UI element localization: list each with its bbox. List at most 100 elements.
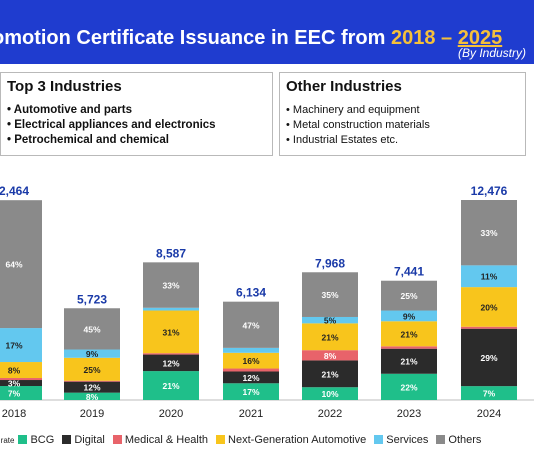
other-industry-item: Industrial Estates etc.	[286, 133, 430, 148]
bar-segment	[223, 371, 279, 384]
bar-segment	[223, 352, 279, 369]
legend-label: BCG	[30, 434, 55, 447]
x-tick-label: 2020	[159, 408, 183, 420]
legend-swatch	[112, 435, 122, 445]
total-label: 8,587	[156, 246, 186, 260]
total-label: 7,968	[315, 256, 345, 270]
legend-swatch	[18, 435, 28, 445]
top-industry-item: Electrical appliances and electronics	[7, 118, 215, 133]
legend-item: Others	[436, 434, 481, 446]
bar-segment	[0, 200, 42, 329]
legend-swatch	[374, 435, 384, 445]
bar-segment	[381, 373, 437, 400]
legend-item: Services	[374, 434, 428, 446]
legend-item: Digital	[62, 434, 105, 446]
legend-swatch	[216, 435, 226, 445]
segment-label: 21%	[162, 381, 179, 391]
top-industry-item: Petrochemical and chemical	[7, 133, 216, 148]
stacked-bar-chart: 7%3%8%17%64%2,46420188%12%25%9%45%5,7232…	[0, 184, 534, 420]
bar-segment	[381, 280, 437, 311]
segment-label: 8%	[8, 366, 21, 376]
bar-segment	[302, 387, 358, 400]
segment-label: 29%	[480, 353, 497, 363]
title-banner: omotion Certificate Issuance in EEC from…	[0, 0, 534, 64]
bar-segment	[64, 392, 120, 400]
segment-label: 22%	[400, 382, 417, 392]
segment-label: 12%	[242, 373, 259, 383]
top-industries-box: Top 3 Industries Automotive and parts El…	[0, 72, 273, 156]
bar-segment	[461, 200, 517, 266]
segment-label: 20%	[480, 302, 497, 312]
title-year-start: 2018	[390, 27, 436, 49]
segment-label: 33%	[162, 281, 179, 291]
legend-label: Services	[386, 434, 429, 447]
segment-label: 3%	[8, 379, 21, 389]
bar-segment	[0, 362, 42, 379]
other-industries-list: Machinery and equipment Metal constructi…	[286, 103, 430, 148]
total-label: 12,476	[471, 184, 508, 198]
bar-segment	[64, 380, 120, 382]
segment-label: 17%	[5, 341, 22, 351]
segment-label: 21%	[400, 329, 417, 339]
segment-label: 8%	[86, 392, 99, 402]
segment-label: 12%	[162, 358, 179, 368]
x-tick-label: 2024	[477, 408, 501, 420]
bar-segment	[143, 307, 199, 311]
chart-subtitle: (By Industry)	[457, 46, 526, 60]
bar-segment	[302, 360, 358, 388]
legend-prefix: e rate	[0, 435, 15, 445]
legend-swatch	[62, 435, 72, 445]
bar-segment	[143, 310, 199, 354]
segment-label: 17%	[242, 387, 259, 397]
legend-item: BCG	[18, 434, 54, 446]
bar-segment	[64, 381, 120, 393]
bar-segment	[143, 371, 199, 400]
bar-segment	[461, 386, 517, 400]
x-tick-label: 2022	[318, 408, 342, 420]
total-label: 6,134	[236, 286, 266, 300]
segment-label: 16%	[242, 356, 259, 366]
segment-label: 47%	[242, 320, 259, 330]
segment-label: 9%	[403, 311, 416, 321]
legend-item: Medical & Health	[112, 434, 209, 447]
other-industry-item: Metal construction materials	[286, 118, 430, 133]
chart-title: omotion Certificate Issuance in EEC from…	[0, 27, 502, 50]
segment-label: 7%	[8, 389, 21, 399]
legend-item: Next-Generation Automotive	[216, 434, 366, 446]
title-dash: –	[435, 27, 458, 49]
bar-segment	[64, 357, 120, 381]
bar-segment	[302, 323, 358, 351]
bar-segment	[0, 386, 42, 400]
segment-label: 12%	[83, 383, 100, 393]
title-text: omotion Certificate Issuance in EEC from	[0, 27, 391, 49]
total-label: 2,464	[0, 184, 29, 198]
segment-label: 21%	[321, 332, 338, 342]
legend-label: Digital	[74, 434, 105, 447]
x-tick-label: 2023	[397, 408, 421, 420]
legend-label: Medical & Health	[124, 434, 209, 447]
bar-segment	[64, 349, 120, 358]
legend-swatch	[436, 435, 446, 445]
bar-segment	[143, 262, 199, 308]
bar-segment	[302, 350, 358, 361]
bar-segment	[381, 310, 437, 322]
segment-label: 45%	[83, 324, 100, 334]
total-label: 7,441	[394, 265, 424, 279]
segment-label: 25%	[83, 365, 100, 375]
chart-legend: e rate BCG Digital Medical & Health Next-Gen…	[0, 434, 534, 450]
bar-segment	[461, 287, 517, 327]
top-industry-item: Automotive and parts	[7, 103, 216, 118]
bar-segment	[223, 301, 279, 348]
other-industries-title: Other Industries	[286, 78, 402, 95]
segment-label: 33%	[480, 228, 497, 238]
segment-label: 10%	[321, 389, 338, 399]
segment-label: 21%	[400, 357, 417, 367]
segment-label: 64%	[5, 260, 22, 270]
bar-segment	[381, 348, 437, 374]
bar-segment	[64, 308, 120, 350]
segment-label: 8%	[324, 351, 337, 361]
bar-segment	[0, 380, 42, 387]
x-tick-label: 2021	[239, 408, 263, 420]
bar-segment	[461, 326, 517, 329]
legend-label: Others	[448, 434, 482, 447]
